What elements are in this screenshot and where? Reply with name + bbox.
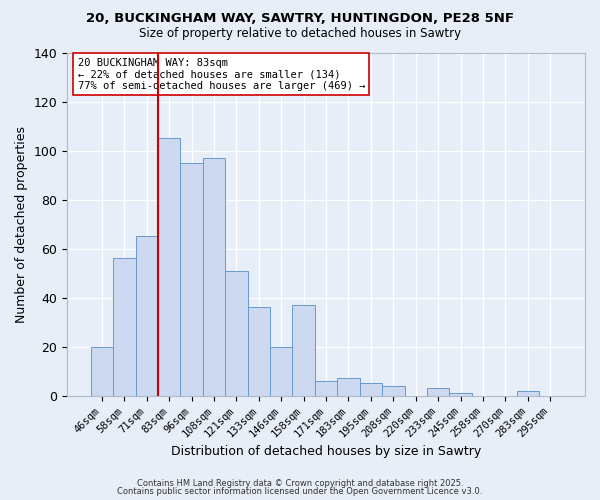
Bar <box>337 378 360 396</box>
Bar <box>292 305 315 396</box>
Bar <box>248 308 270 396</box>
Bar <box>360 384 382 396</box>
Bar <box>158 138 181 396</box>
Bar <box>181 163 203 396</box>
Text: Size of property relative to detached houses in Sawtry: Size of property relative to detached ho… <box>139 28 461 40</box>
Bar <box>203 158 225 396</box>
Bar <box>113 258 136 396</box>
Text: Contains public sector information licensed under the Open Government Licence v3: Contains public sector information licen… <box>118 487 482 496</box>
Bar <box>136 236 158 396</box>
Text: 20, BUCKINGHAM WAY, SAWTRY, HUNTINGDON, PE28 5NF: 20, BUCKINGHAM WAY, SAWTRY, HUNTINGDON, … <box>86 12 514 26</box>
Bar <box>517 390 539 396</box>
Bar <box>449 393 472 396</box>
Bar <box>270 346 292 396</box>
Bar <box>91 346 113 396</box>
Text: 20 BUCKINGHAM WAY: 83sqm
← 22% of detached houses are smaller (134)
77% of semi-: 20 BUCKINGHAM WAY: 83sqm ← 22% of detach… <box>77 58 365 91</box>
Bar <box>427 388 449 396</box>
Y-axis label: Number of detached properties: Number of detached properties <box>15 126 28 322</box>
Bar <box>382 386 404 396</box>
Text: Contains HM Land Registry data © Crown copyright and database right 2025.: Contains HM Land Registry data © Crown c… <box>137 478 463 488</box>
Bar <box>315 381 337 396</box>
X-axis label: Distribution of detached houses by size in Sawtry: Distribution of detached houses by size … <box>171 444 481 458</box>
Bar <box>225 270 248 396</box>
